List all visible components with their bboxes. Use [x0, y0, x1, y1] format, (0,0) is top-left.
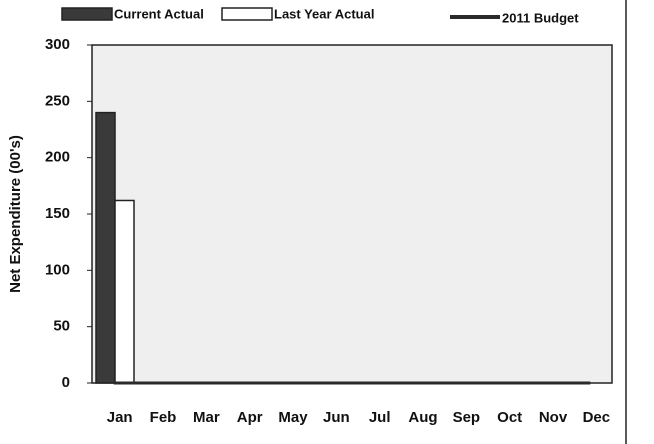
x-tick-label: Feb: [150, 409, 177, 426]
y-tick-label: 150: [45, 205, 70, 222]
x-tick-label: Aug: [408, 409, 437, 426]
x-tick-label: Apr: [237, 409, 263, 426]
x-tick-label: Jun: [323, 409, 350, 426]
plot-area: [91, 44, 613, 384]
x-tick-label: Oct: [497, 409, 522, 426]
legend-label: Last Year Actual: [274, 6, 374, 21]
x-tick-label: Mar: [193, 409, 220, 426]
y-tick-label: 50: [53, 318, 70, 335]
y-tick-label: 100: [45, 261, 70, 278]
bar: [114, 199, 135, 384]
y-tick-label: 0: [62, 374, 70, 391]
y-tick-label: 200: [45, 149, 70, 166]
legend-swatch: [61, 7, 113, 21]
bar: [95, 111, 116, 384]
x-tick-label: Dec: [583, 409, 611, 426]
y-tick-label: 300: [45, 36, 70, 53]
y-tick-label: 250: [45, 92, 70, 109]
x-tick-label: Jul: [369, 409, 391, 426]
legend-label: 2011 Budget: [502, 10, 579, 25]
legend-label: Current Actual: [114, 6, 204, 21]
x-tick-label: Sep: [453, 409, 481, 426]
legend-swatch: [221, 7, 273, 21]
y-axis-label: Net Expenditure (00's): [7, 135, 24, 293]
x-tick-label: Jan: [107, 409, 133, 426]
x-tick-label: Nov: [539, 409, 568, 426]
x-tick-label: May: [278, 409, 308, 426]
